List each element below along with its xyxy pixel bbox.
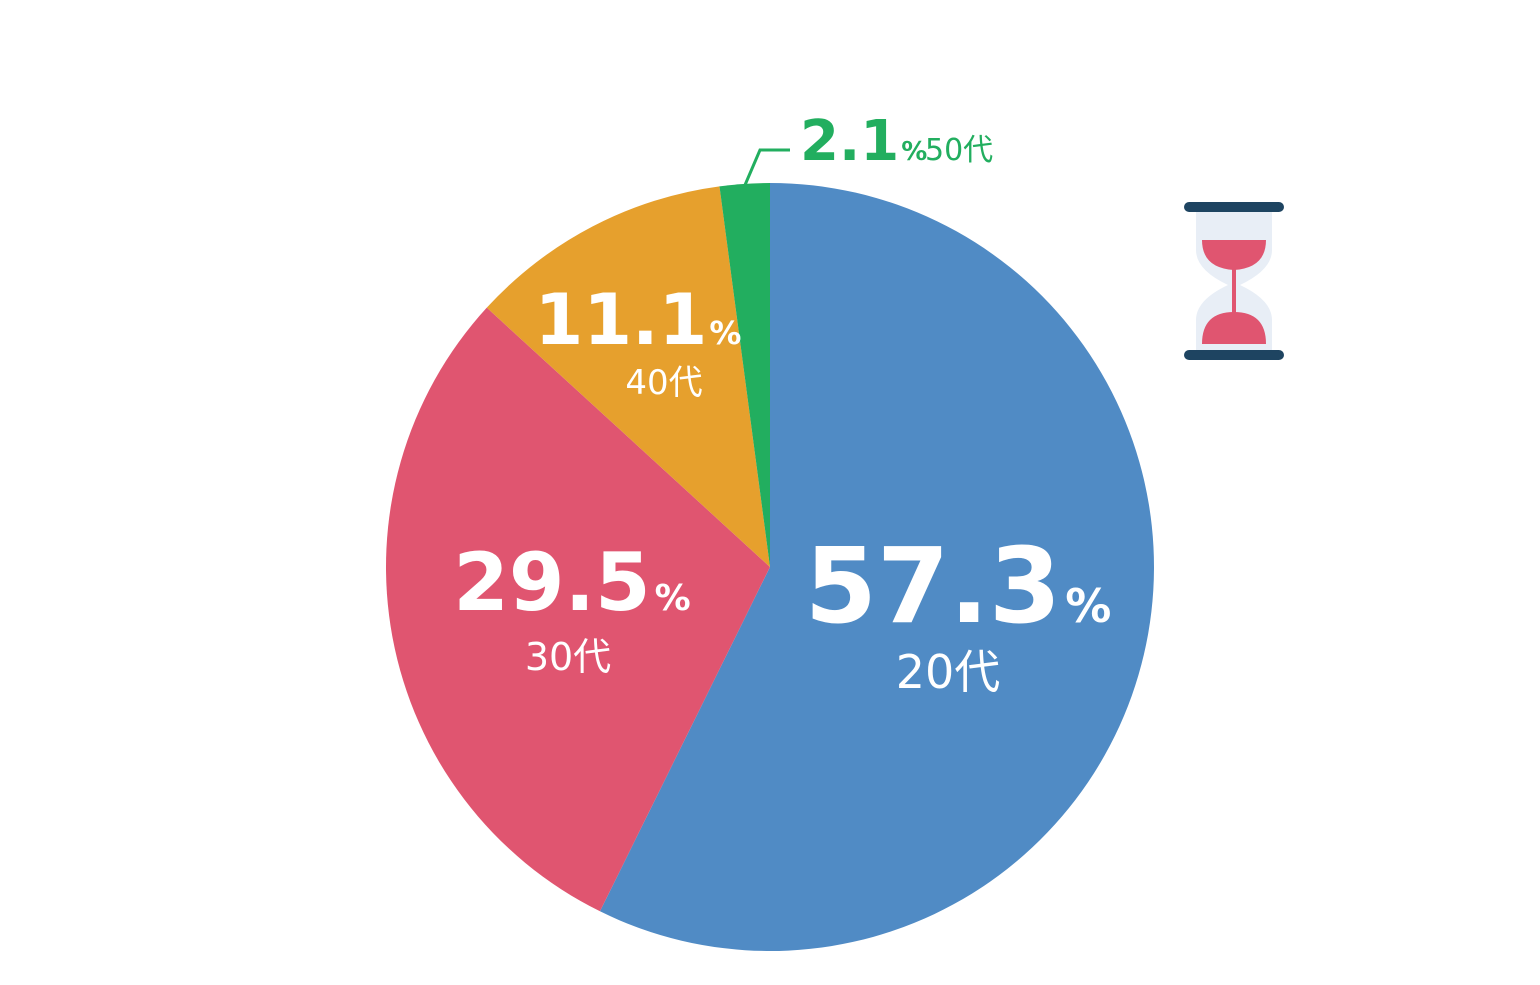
label-40s: 11.1% 40代 [535, 279, 742, 403]
pie-slice-30s [385, 307, 770, 912]
hourglass-icon [1184, 202, 1284, 360]
slice-category-50s: 50代 [925, 133, 993, 168]
label-20s: 57.3% 20代 [805, 525, 1112, 699]
svg-text:11.1%: 11.1% [535, 279, 742, 361]
slice-value-20s: 57.3 [805, 525, 1062, 647]
label-50s: 2.1% 50代 [800, 109, 993, 174]
slice-unit-50s: % [901, 137, 927, 167]
slice-value-40s: 11.1 [535, 279, 708, 361]
slice-category-30s: 30代 [525, 635, 611, 679]
slice-unit-40s: % [709, 314, 741, 352]
pie-slices [385, 183, 1154, 951]
leader-line-50s [743, 148, 790, 186]
slice-category-20s: 20代 [896, 645, 1001, 699]
slice-category-40s: 40代 [625, 363, 702, 403]
pie-slice-50s [719, 183, 770, 567]
pie-slice-20s [599, 183, 1154, 951]
svg-text:57.3%: 57.3% [805, 525, 1112, 647]
svg-text:29.5%: 29.5% [453, 536, 690, 629]
label-30s: 29.5% 30代 [453, 536, 690, 679]
slice-value-50s: 2.1 [800, 109, 899, 174]
slice-unit-20s: % [1065, 579, 1111, 633]
slice-unit-30s: % [655, 578, 691, 619]
svg-text:2.1%: 2.1% [800, 109, 927, 174]
slice-value-30s: 29.5 [453, 536, 650, 629]
pie-slice-40s [486, 186, 770, 567]
